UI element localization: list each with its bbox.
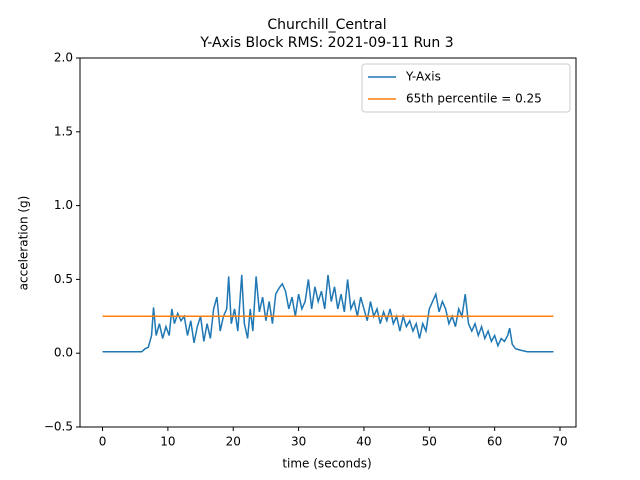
- y-tick-label: 2.0: [54, 51, 73, 65]
- x-tick-label: 30: [291, 435, 306, 449]
- x-tick-label: 50: [422, 435, 437, 449]
- data-line: [102, 274, 554, 353]
- chart-title: Churchill_Central: [267, 17, 386, 33]
- y-tick-label: 1.5: [54, 124, 73, 138]
- y-axis-label: acceleration (g): [17, 196, 31, 291]
- chart-subtitle: Y-Axis Block RMS: 2021-09-11 Run 3: [199, 35, 453, 51]
- x-tick-label: 40: [356, 435, 371, 449]
- y-tick-label: 1.0: [54, 198, 73, 212]
- x-tick-label: 60: [487, 435, 502, 449]
- legend-label: Y-Axis: [405, 70, 441, 84]
- x-tick-label: 70: [552, 435, 567, 449]
- legend-box: [361, 63, 571, 113]
- legend-label: 65th percentile = 0.25: [406, 92, 542, 106]
- x-tick-label: 10: [160, 435, 175, 449]
- plot-frame: [79, 57, 577, 428]
- y-tick-label: 0.0: [54, 346, 73, 360]
- x-tick-label: 20: [226, 435, 241, 449]
- y-tick-label: −0.5: [44, 420, 73, 434]
- y-tick-label: 0.5: [54, 272, 73, 286]
- x-axis-label: time (seconds): [282, 457, 371, 471]
- x-tick-label: 0: [99, 435, 107, 449]
